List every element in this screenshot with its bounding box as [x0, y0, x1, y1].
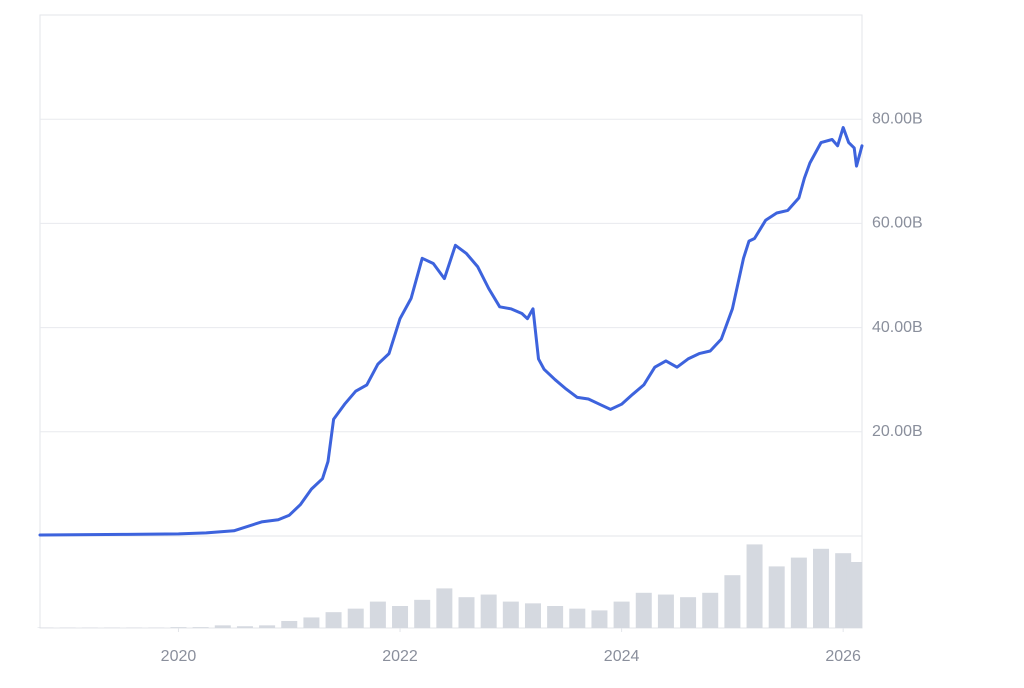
- volume-bar: [348, 609, 364, 628]
- volume-bar: [459, 597, 475, 628]
- volume-bar: [193, 627, 209, 628]
- volume-bar: [724, 575, 740, 628]
- volume-bar: [259, 625, 275, 628]
- volume-bar: [791, 558, 807, 628]
- x-tick-label: 2024: [604, 648, 640, 665]
- volume-bar: [370, 602, 386, 628]
- volume-bar: [481, 595, 497, 628]
- volume-bar: [237, 626, 253, 628]
- volume-bar: [636, 593, 652, 628]
- volume-bar: [846, 562, 862, 628]
- volume-bar: [392, 606, 408, 628]
- y-tick-label: 40.00B: [872, 319, 923, 336]
- volume-bar: [503, 602, 519, 628]
- volume-bar: [569, 609, 585, 628]
- volume-bar: [436, 588, 452, 628]
- x-tick-label: 2022: [382, 648, 418, 665]
- volume-bar: [547, 606, 563, 628]
- volume-bar: [614, 602, 630, 628]
- price-line: [40, 128, 862, 536]
- y-tick-label: 80.00B: [872, 110, 923, 127]
- volume-bar: [702, 593, 718, 628]
- x-tick-label: 2020: [161, 648, 197, 665]
- volume-bar: [525, 603, 541, 628]
- y-tick-label: 20.00B: [872, 423, 923, 440]
- x-tick-label: 2026: [825, 648, 861, 665]
- volume-bar: [215, 625, 231, 628]
- volume-bar: [281, 621, 297, 628]
- volume-bar: [680, 597, 696, 628]
- volume-bar: [303, 617, 319, 628]
- volume-bar: [658, 595, 674, 628]
- volume-bar: [414, 600, 430, 628]
- volume-bar: [769, 566, 785, 628]
- y-tick-label: 60.00B: [872, 215, 923, 232]
- volume-bar: [747, 544, 763, 628]
- volume-bar: [813, 549, 829, 628]
- volume-bar: [326, 612, 342, 628]
- volume-bar: [591, 610, 607, 628]
- volume-bar: [170, 627, 186, 628]
